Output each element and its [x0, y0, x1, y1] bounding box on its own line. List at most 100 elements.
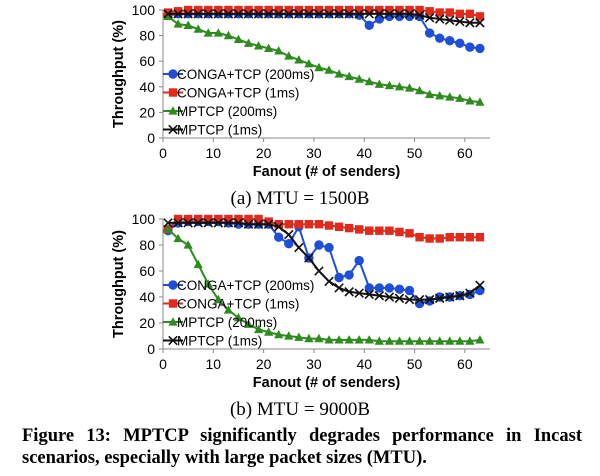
- data-point: [163, 218, 173, 228]
- data-point: [304, 9, 314, 19]
- data-point: [475, 233, 485, 242]
- data-point: [253, 219, 264, 229]
- data-point: [173, 233, 183, 243]
- legend-label: CONGA+TCP (1ms): [177, 86, 299, 101]
- data-point: [314, 266, 324, 276]
- data-point: [455, 16, 465, 27]
- legend-label: CONGA+TCP (1ms): [177, 297, 299, 312]
- data-point: [414, 294, 425, 305]
- data-point: [375, 226, 384, 235]
- data-point: [213, 294, 223, 304]
- data-point: [213, 9, 224, 19]
- x-tick-label: 40: [356, 356, 372, 372]
- legend-marker: [168, 106, 178, 115]
- data-point: [193, 218, 203, 228]
- data-point: [344, 287, 354, 297]
- legend-item: MPTCP (1ms): [163, 334, 262, 349]
- x-tick-label: 20: [256, 145, 272, 161]
- legend-label: MPTCP (200ms): [177, 104, 277, 119]
- data-point: [344, 9, 354, 19]
- data-point: [364, 283, 374, 293]
- data-point: [194, 5, 203, 15]
- data-point: [404, 83, 415, 92]
- legend-label: MPTCP (1ms): [177, 123, 262, 138]
- legend-item: MPTCP (200ms): [163, 104, 277, 119]
- data-point: [425, 89, 435, 99]
- data-point: [183, 240, 193, 249]
- data-point: [294, 242, 304, 253]
- data-point: [284, 5, 293, 15]
- data-point: [304, 253, 314, 263]
- legend-label: CONGA+TCP (200ms): [177, 278, 314, 293]
- data-point: [324, 65, 334, 74]
- data-point: [163, 11, 173, 20]
- data-point: [253, 41, 264, 50]
- y-axis-label: Throughput (%): [111, 20, 127, 128]
- data-point: [203, 279, 213, 288]
- data-point: [445, 233, 454, 242]
- data-point: [264, 43, 274, 52]
- y-axis: 0 20 40 60 80 100: [132, 211, 164, 357]
- series-mptcp-1ms: [163, 218, 485, 305]
- data-point: [465, 288, 475, 298]
- data-point: [324, 276, 334, 287]
- data-point: [344, 223, 354, 233]
- y-axis: 0 20 40 60 80 100: [132, 2, 164, 146]
- data-point: [364, 335, 374, 344]
- data-point: [304, 58, 314, 68]
- data-point: [384, 336, 394, 345]
- legend-label: MPTCP (1ms): [177, 334, 262, 349]
- data-point: [274, 5, 283, 15]
- data-point: [425, 234, 434, 243]
- x-tick-label: 60: [457, 356, 473, 372]
- data-point: [475, 335, 485, 344]
- data-point: [404, 285, 415, 296]
- data-point: [253, 324, 264, 334]
- data-point: [405, 5, 414, 15]
- data-point: [475, 18, 485, 28]
- legend: CONGA+TCP (200ms) CONGA+TCP (1ms) MPTCP (2…: [163, 67, 314, 138]
- legend-marker: [168, 335, 178, 346]
- data-point: [354, 9, 364, 19]
- data-point: [414, 336, 425, 345]
- data-point: [455, 290, 465, 301]
- series-mptcp-200ms: [163, 11, 485, 106]
- data-point: [233, 218, 244, 228]
- data-point: [444, 15, 455, 26]
- data-point: [324, 335, 334, 344]
- x-tick-label: 10: [206, 356, 222, 372]
- data-point: [314, 240, 324, 250]
- data-point: [374, 290, 385, 301]
- data-point: [204, 214, 213, 224]
- data-point: [455, 38, 465, 48]
- data-point: [233, 9, 244, 19]
- figure-caption-label: Figure 13:: [22, 426, 111, 446]
- legend-marker: [168, 124, 178, 135]
- data-point: [475, 43, 485, 54]
- data-point: [424, 12, 435, 23]
- data-point: [334, 283, 344, 293]
- data-point: [384, 9, 395, 19]
- data-point: [243, 319, 254, 328]
- data-point: [314, 9, 324, 19]
- x-tick-label: 60: [457, 145, 473, 161]
- data-point: [183, 5, 193, 15]
- data-point: [394, 9, 405, 19]
- data-point: [385, 5, 394, 15]
- data-point: [475, 97, 485, 106]
- data-point: [375, 5, 384, 15]
- series-mptcp-200ms: [163, 224, 485, 345]
- data-point: [163, 9, 173, 19]
- data-point: [365, 226, 374, 235]
- data-point: [274, 232, 284, 242]
- data-point: [455, 233, 465, 242]
- legend-item: CONGA+TCP (1ms): [163, 297, 299, 312]
- data-point: [284, 229, 294, 240]
- data-point: [264, 327, 274, 336]
- legend-marker: [168, 299, 178, 308]
- data-point: [233, 313, 244, 322]
- y-tick-label: 100: [132, 2, 156, 18]
- data-point: [214, 214, 223, 224]
- data-point: [354, 288, 364, 298]
- data-point: [203, 218, 214, 228]
